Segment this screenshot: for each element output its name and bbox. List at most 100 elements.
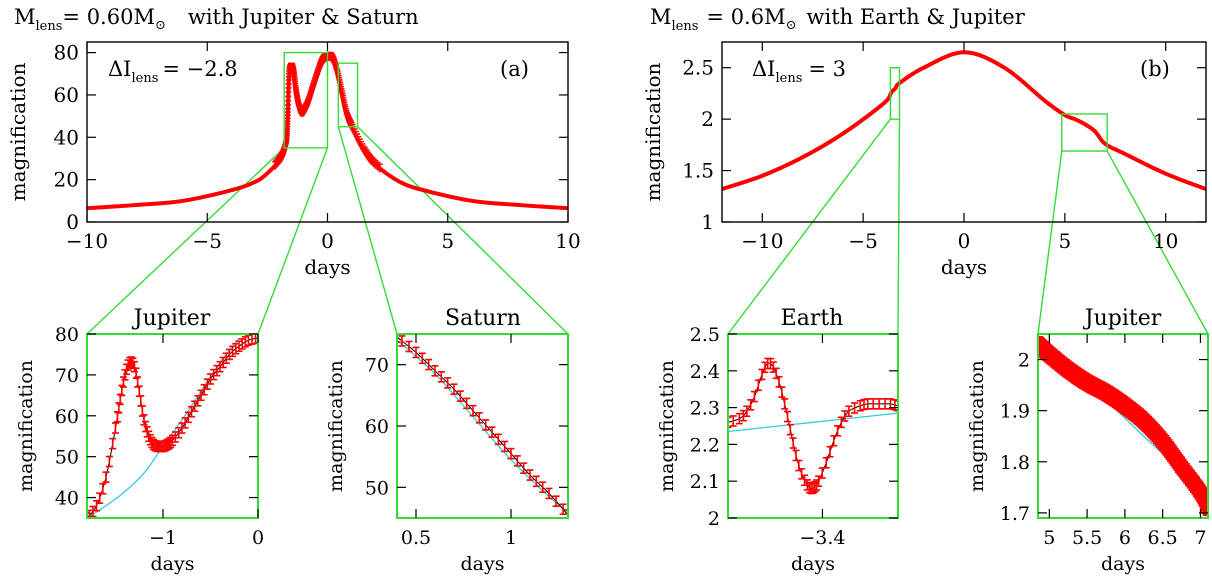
a-data (87, 51, 568, 211)
b1-ytick-label: 2.3 (690, 398, 720, 420)
b-xtick-label: −10 (741, 229, 783, 253)
b-ytick-label: 1.5 (682, 159, 714, 183)
a1-xtick-label: −1 (149, 527, 177, 549)
b2-xtick-label: 7 (1194, 527, 1206, 549)
sun-symbol: ⊙ (786, 18, 797, 33)
b2-xtick-label: 5.5 (1072, 527, 1102, 549)
a2-ytick-label: 60 (365, 416, 389, 438)
a1-ytick-label: 60 (55, 406, 79, 428)
b1-plot-frame (727, 333, 899, 519)
b1-single-lens-curve (728, 412, 898, 433)
zoom-connectors (86, 118, 1209, 335)
b-plot-frame (721, 41, 1207, 223)
a1-zoom-connector-left (86, 147, 285, 335)
panel-b2-title: Jupiter (1083, 306, 1162, 331)
a2-ytick-label: 70 (365, 355, 389, 377)
b-xtick-label: 5 (1058, 229, 1071, 253)
a1-ytick-label: 50 (55, 447, 79, 469)
a-ytick-label: 60 (54, 83, 79, 107)
panel-a-label: (a) (500, 57, 529, 81)
a2-zoom-connector-right (357, 126, 569, 335)
b2-ytick-label: 1.8 (1000, 452, 1030, 474)
a1-ylabel: magnification (15, 360, 37, 492)
b1-ytick-label: 2.4 (690, 361, 720, 383)
panel-b-title: Mlens = 0.6M⊙ with Earth & Jupiter (650, 5, 1026, 34)
a1-data (87, 334, 258, 518)
b1-xtick-label: −3.4 (799, 527, 845, 549)
a1-model-curve (87, 337, 258, 518)
b-ylabel: magnification (641, 62, 665, 201)
a2-xtick-label: 1 (505, 527, 517, 549)
b1-zoom-connector-left (727, 118, 891, 335)
a1-ytick-label: 70 (55, 365, 79, 387)
a-xtick-label: 5 (441, 229, 454, 253)
panel-a-annotation: ΔIlens = −2.8 (108, 57, 238, 86)
sun-symbol: ⊙ (155, 18, 166, 33)
b2-xlabel: days (1101, 553, 1145, 575)
b2-xtick-label: 6 (1119, 527, 1131, 549)
panel-a-title: Mlens= 0.60M⊙ with Jupiter & Saturn (14, 5, 419, 34)
b2-xtick-label: 6.5 (1148, 527, 1178, 549)
panel-a1-title: Jupiter (132, 306, 211, 331)
a-xtick-label: −10 (66, 229, 108, 253)
a-ytick-label: 40 (54, 125, 79, 149)
a1-plot-frame (86, 333, 259, 519)
a2-ytick-label: 50 (365, 477, 389, 499)
a1-xlabel: days (151, 553, 195, 575)
b2-xtick-label: 5 (1043, 527, 1055, 549)
a-xtick-label: 0 (321, 229, 334, 253)
b1-model-curve (728, 362, 898, 490)
a1-ytick-label: 80 (55, 324, 79, 346)
a1-ytick-label: 40 (55, 488, 79, 510)
b2-plot-frame (1037, 333, 1209, 519)
panel-b2: Jupiter 5 5.5 6 6.5 7 1.7 1.8 1.9 2 days magnifica… (966, 306, 1209, 575)
b-xtick-label: −5 (848, 229, 877, 253)
b-ytick-label: 2 (701, 107, 714, 131)
b-zoom-box-1 (889, 67, 901, 120)
a1-zoom-connector-right (257, 147, 329, 335)
b2-ytick-label: 1.7 (1000, 503, 1030, 525)
b-zoom-box-2 (1061, 113, 1108, 152)
b-ytick-label: 2.5 (682, 56, 714, 80)
panel-a2: Saturn 0.5 1 50 60 70 days magnification (325, 306, 569, 575)
a1-xtick-label: 0 (252, 527, 264, 549)
b2-zoom-connector-left (1037, 150, 1063, 335)
a-ytick-label: 80 (54, 41, 79, 65)
panel-b1-title: Earth (781, 306, 844, 331)
a-xlabel: days (304, 255, 350, 279)
b-xlabel: days (941, 255, 987, 279)
b1-ytick-label: 2 (708, 508, 720, 530)
panel-b1: Earth −3.4 2 2.1 2.2 2.3 2.4 2.5 days magnificat… (656, 306, 899, 575)
a-ytick-label: 0 (66, 210, 79, 234)
b1-data (728, 357, 898, 495)
b2-data (1038, 335, 1208, 517)
b-xtick-label: 0 (958, 229, 971, 253)
a2-xtick-label: 0.5 (401, 527, 431, 549)
b1-ytick-label: 2.2 (690, 434, 720, 456)
a-xtick-label: −5 (193, 229, 222, 253)
b2-zoom-connector-right (1106, 150, 1209, 335)
b2-ylabel: magnification (966, 360, 988, 492)
a2-ylabel: magnification (325, 360, 347, 492)
a2-model-curve (397, 336, 568, 516)
b1-xlabel: days (791, 553, 835, 575)
b-ytick-label: 1 (701, 210, 714, 234)
a-zoom-box-1 (283, 51, 329, 149)
a2-xlabel: days (461, 553, 505, 575)
panel-a1: Jupiter −1 0 40 50 60 70 80 days magnification (15, 306, 264, 575)
panel-b-label: (b) (1140, 57, 1170, 81)
a-ytick-label: 20 (54, 168, 79, 192)
b1-ytick-label: 2.1 (690, 471, 720, 493)
panel-b-annotation: ΔIlens = 3 (752, 57, 846, 86)
panel-a: Mlens= 0.60M⊙ with Jupiter & Saturn ΔIlen… (6, 5, 581, 279)
a-ylabel: magnification (6, 62, 30, 201)
panel-a2-title: Saturn (445, 306, 521, 331)
b2-ytick-label: 1.9 (1000, 401, 1030, 423)
panel-b: Mlens = 0.6M⊙ with Earth & Jupiter ΔIlens =… (641, 5, 1207, 279)
a2-zoom-connector-left (337, 126, 398, 335)
a2-data (397, 334, 568, 518)
b1-ylabel: magnification (656, 360, 678, 492)
a-zoom-box-2 (337, 62, 359, 128)
b2-ytick-label: 2 (1018, 350, 1030, 372)
